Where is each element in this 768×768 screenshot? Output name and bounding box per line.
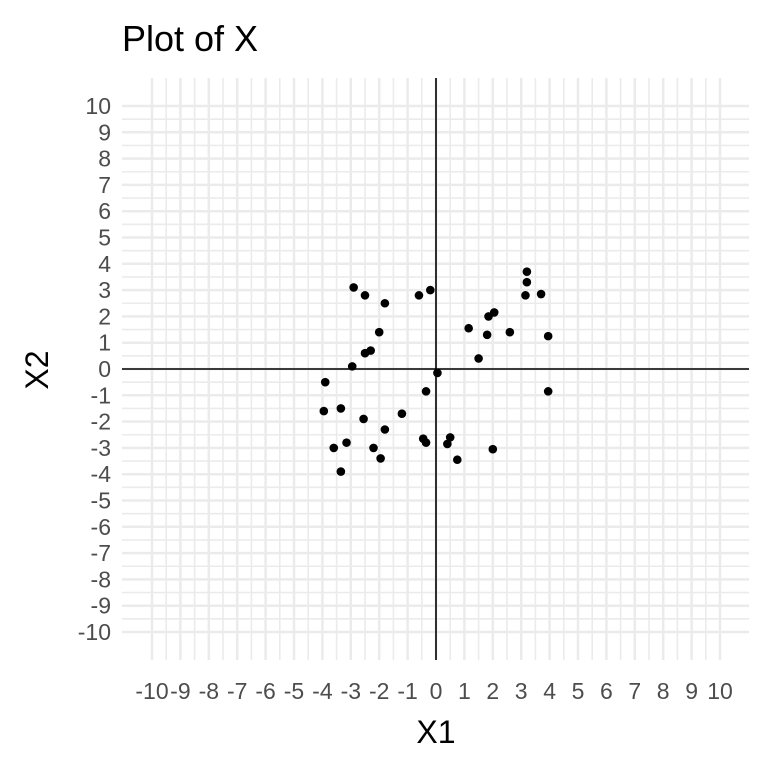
- data-point: [336, 467, 346, 476]
- x-tick-label: 10: [707, 678, 733, 704]
- data-point: [319, 406, 329, 416]
- data-point: [421, 387, 431, 396]
- y-tick-label: 10: [85, 93, 111, 119]
- data-point: [536, 289, 546, 299]
- data-point: [349, 283, 358, 292]
- data-point: [329, 443, 339, 453]
- data-points: [319, 267, 553, 476]
- data-point: [320, 377, 330, 387]
- data-point: [376, 454, 385, 463]
- y-tick-label: 9: [98, 119, 111, 145]
- y-tick-label: -2: [91, 409, 111, 435]
- y-tick-label: 1: [98, 330, 111, 356]
- x-tick-label: -8: [199, 678, 219, 704]
- x-tick-label: -2: [369, 678, 389, 704]
- x-tick-label: -4: [312, 678, 333, 704]
- x-tick-label: 3: [515, 678, 528, 704]
- data-point: [397, 409, 407, 419]
- data-point: [505, 327, 515, 337]
- y-tick-label: -3: [91, 435, 111, 461]
- data-point: [369, 443, 378, 453]
- y-tick-label: -8: [91, 566, 111, 592]
- x-tick-label: -5: [284, 678, 304, 704]
- data-point: [543, 387, 553, 396]
- data-point: [474, 354, 483, 363]
- y-tick-label: -10: [78, 619, 111, 645]
- x-tick-label: 4: [543, 678, 556, 704]
- y-tick-label: 4: [98, 251, 111, 277]
- y-tick-label: -4: [91, 461, 112, 487]
- x-tick-label: -6: [255, 678, 275, 704]
- x-tick-label: -3: [341, 678, 361, 704]
- data-point: [453, 455, 462, 465]
- data-point: [342, 438, 351, 447]
- x-tick-label: 5: [572, 678, 585, 704]
- data-point: [360, 291, 370, 300]
- y-tick-label: -5: [91, 488, 111, 514]
- x-tick-label: -9: [170, 678, 190, 704]
- data-point: [380, 425, 390, 434]
- data-point: [380, 298, 390, 308]
- x-tick-label: 9: [685, 678, 698, 704]
- data-point: [489, 308, 499, 317]
- x-axis-title: X1: [416, 714, 455, 750]
- data-point: [433, 368, 442, 378]
- y-tick-label: 2: [98, 303, 111, 329]
- data-point: [464, 323, 473, 333]
- zero-lines: [122, 78, 749, 660]
- data-point: [522, 277, 532, 287]
- data-point: [482, 330, 492, 340]
- x-tick-label: 8: [657, 678, 670, 704]
- data-point: [522, 267, 532, 276]
- x-tick-label: -10: [135, 678, 168, 704]
- y-tick-label: -9: [91, 593, 111, 619]
- y-tick-label: 7: [98, 172, 111, 198]
- y-tick-label: 6: [98, 198, 111, 224]
- data-point: [443, 439, 452, 449]
- y-tick-label: 8: [98, 146, 111, 172]
- x-tick-labels: -10 -9 -8 -7 -6 -5 -4 -3 -2 -1 0 1 2 3 4 5 6 7 8 9 10: [135, 678, 732, 704]
- x-tick-label: 1: [458, 678, 471, 704]
- y-axis-title: X2: [19, 350, 55, 389]
- x-tick-label: -1: [397, 678, 417, 704]
- x-tick-label: 2: [486, 678, 499, 704]
- data-point: [359, 414, 368, 424]
- data-point: [347, 362, 357, 371]
- data-point: [521, 291, 530, 300]
- y-tick-label: -7: [91, 540, 111, 566]
- data-point: [421, 438, 431, 447]
- x-tick-label: 0: [430, 678, 443, 704]
- data-point: [445, 433, 455, 442]
- chart-title: Plot of X: [122, 18, 258, 59]
- data-point: [488, 444, 498, 454]
- data-point: [414, 291, 424, 300]
- y-tick-label: -1: [91, 382, 111, 408]
- data-point: [543, 331, 553, 341]
- y-tick-label: 5: [98, 225, 111, 251]
- y-tick-label: 0: [98, 356, 111, 382]
- data-point: [374, 327, 384, 337]
- x-tick-label: -7: [227, 678, 247, 704]
- x-tick-label: 7: [628, 678, 641, 704]
- data-point: [336, 404, 346, 413]
- x-tick-label: 6: [600, 678, 613, 704]
- y-tick-label: -6: [91, 514, 111, 540]
- data-point: [366, 346, 375, 355]
- data-point: [426, 285, 435, 295]
- y-tick-label: 3: [98, 277, 111, 303]
